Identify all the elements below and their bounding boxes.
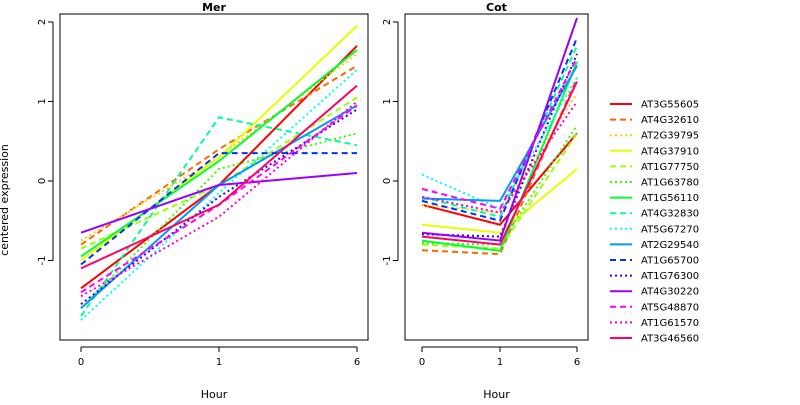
legend-label-at4g30220: AT4G30220 [641,287,699,298]
legend-label-at4g32830: AT4G32830 [641,209,699,220]
y-tick-label-mer: 1 [37,98,48,104]
series-line-mer-at5g48870 [80,104,358,294]
series-line-cot-at1g61570 [421,100,578,214]
series-line-mer-at4g32610 [80,64,358,246]
y-tick-label-cot: 1 [382,98,393,104]
y-tick-label-mer: 2 [37,19,48,25]
legend-label-at1g76300: AT1G76300 [641,271,699,282]
legend-label-at1g65700: AT1G65700 [641,256,699,267]
panel-title-cot: Cot [486,1,507,14]
series-line-cot-at1g56110 [421,61,578,252]
legend-label-at3g55605: AT3G55605 [641,100,699,111]
series-line-cot-at3g46560 [421,81,578,246]
y-tick-label-cot: 2 [382,19,393,25]
legend-label-at1g61570: AT1G61570 [641,318,699,329]
x-tick-label-cot: 1 [497,357,503,368]
x-tick-label-mer: 0 [78,357,84,368]
series-line-cot-at4g30220 [421,17,578,242]
series-line-cot-at2g39795 [421,92,578,214]
x-tick-label-cot: 0 [419,357,425,368]
series-line-cot-at1g77750 [421,132,578,250]
series-line-cot-at4g37910 [421,168,578,234]
panel-frame-cot [404,13,589,341]
series-line-mer-at2g39795 [80,52,358,242]
x-tick-label-mer: 1 [216,357,222,368]
legend-label-at1g56110: AT1G56110 [641,193,699,204]
legend-label-at4g32610: AT4G32610 [641,115,699,126]
x-tick-label-mer: 6 [354,357,360,368]
legend-label-at2g29540: AT2G29540 [641,240,699,251]
series-line-cot-at2g29540 [421,65,578,202]
series-line-mer-at4g30220 [80,172,358,234]
x-axis-title-mer: Hour [201,388,228,400]
series-line-mer-at4g37910 [80,25,358,262]
x-tick-label-cot: 6 [574,357,580,368]
legend-label-at1g63780: AT1G63780 [641,178,699,189]
series-line-cot-at1g65700 [421,37,578,222]
y-axis-title: centered expression [0,144,11,256]
series-line-mer-at4g32830 [80,116,358,317]
legend-label-at2g39795: AT2G39795 [641,131,699,142]
series-line-mer-at5g67270 [80,68,358,321]
series-line-cot-at5g48870 [421,57,578,210]
x-axis-title-cot: Hour [483,388,510,400]
legend-label-at5g67270: AT5G67270 [641,224,699,235]
legend-label-at1g77750: AT1G77750 [641,162,699,173]
y-tick-label-mer: -1 [37,255,48,265]
legend-label-at5g48870: AT5G48870 [641,302,699,313]
series-line-mer-at1g63780 [80,132,358,309]
series-line-mer-at1g61570 [80,100,358,298]
series-line-cot-at4g32830 [421,45,578,218]
series-line-cot-at3g55605 [421,132,578,226]
legend-label-at3g46560: AT3G46560 [641,334,699,345]
series-line-mer-at3g46560 [80,84,358,270]
y-tick-label-mer: 0 [37,178,48,184]
series-line-mer-at1g76300 [80,108,358,305]
series-line-mer-at1g56110 [80,49,358,258]
panel-frame-mer [59,13,369,341]
legend-label-at4g37910: AT4G37910 [641,146,699,157]
y-tick-label-cot: -1 [382,255,393,265]
panel-title-mer: Mer [202,1,226,14]
y-tick-label-cot: 0 [382,178,393,184]
